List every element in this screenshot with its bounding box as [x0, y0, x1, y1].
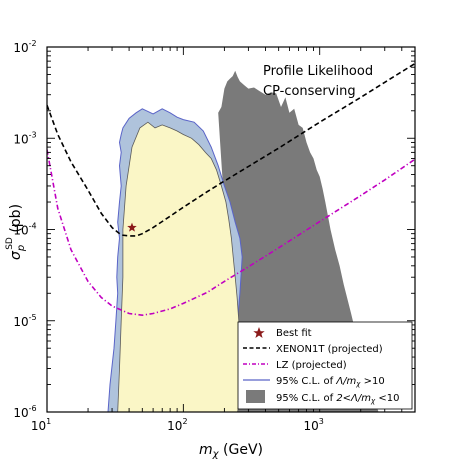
y-tick-label: 10-2: [13, 39, 36, 55]
legend-label-xenon: XENON1T (projected): [276, 344, 383, 355]
x-tick-label: 103: [304, 417, 324, 433]
legend-entry-best-fit: Best fit: [253, 327, 312, 339]
x-axis-symbol: m: [199, 442, 213, 458]
legend-label-gray-region: 95% C.L. of 2<Λ/mχ <10: [276, 393, 399, 405]
limit-lines: [47, 62, 415, 317]
legend-entry-lz: LZ (projected): [243, 360, 347, 371]
legend-entry-blue-contour: 95% C.L. of Λ/mχ >10: [243, 376, 385, 388]
lz-line: [47, 149, 415, 317]
y-tick-label: 10-4: [13, 222, 36, 238]
x-tick-label: 101: [31, 417, 51, 433]
x-axis-label: mχ (GeV): [199, 442, 263, 460]
y-tick-label: 10-3: [13, 130, 36, 146]
y-tick-label: 10-6: [13, 404, 36, 420]
x-tick-label: 102: [167, 417, 187, 433]
legend-label-best-fit: Best fit: [276, 328, 312, 339]
legend-star-icon: [253, 327, 265, 338]
annotation-line-2: CP-conserving: [263, 84, 356, 99]
best-fit-star: [127, 222, 137, 232]
legend-label-blue-contour: 95% C.L. of Λ/mχ >10: [276, 376, 385, 388]
legend-entry-gray-region: 95% C.L. of 2<Λ/mχ <10: [246, 390, 399, 405]
legend-label-lz: LZ (projected): [276, 360, 347, 371]
y-tick-label: 10-5: [13, 313, 36, 329]
markers: [127, 222, 137, 232]
y-axis-label: σpSD (pb): [5, 204, 27, 260]
y-axis-subscript: p: [16, 245, 27, 252]
y-axis-symbol: σ: [8, 250, 24, 260]
legend-box: [237, 321, 413, 410]
x-axis-unit: (GeV): [223, 442, 263, 458]
annotation-line-1: Profile Likelihood: [263, 64, 373, 79]
legend-gray-box-icon: [246, 390, 265, 403]
y-axis-superscript: SD: [5, 237, 15, 250]
y-axis-unit: (pb): [8, 204, 24, 233]
legend: Best fit XENON1T (projected) LZ (project…: [237, 321, 413, 410]
legend-entry-xenon: XENON1T (projected): [243, 344, 383, 355]
x-axis-subscript: χ: [212, 449, 220, 460]
ticks: 101 102 103 10-6 10-5 10-4 10-3 10-2: [13, 39, 416, 433]
xenon1t-line: [47, 62, 415, 237]
